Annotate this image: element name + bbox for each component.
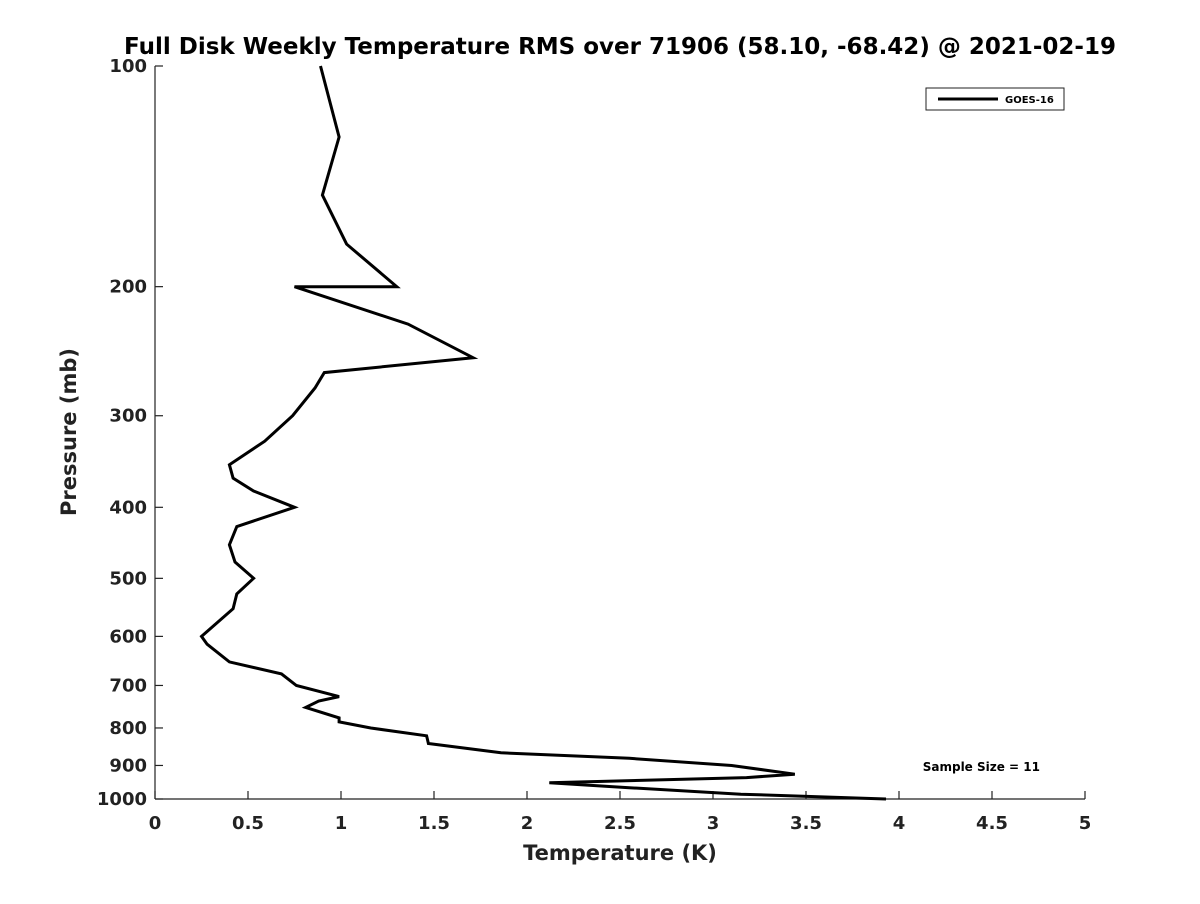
x-axis-label: Temperature (K) bbox=[523, 841, 717, 865]
y-tick-label: 800 bbox=[109, 718, 147, 739]
series-line-goes-16 bbox=[199, 65, 887, 801]
y-axis-label: Pressure (mb) bbox=[57, 348, 81, 516]
chart-title: Full Disk Weekly Temperature RMS over 71… bbox=[124, 34, 1116, 60]
y-tick-label: 100 bbox=[109, 56, 147, 77]
legend: GOES-16 bbox=[925, 87, 1065, 111]
x-tick-label: 3 bbox=[707, 813, 720, 834]
x-tick-label: 2 bbox=[521, 813, 534, 834]
legend-label-goes-16: GOES-16 bbox=[1005, 95, 1054, 106]
x-tick-label: 5 bbox=[1079, 813, 1092, 834]
x-tick-label: 3.5 bbox=[790, 813, 822, 834]
x-tick-label: 2.5 bbox=[604, 813, 636, 834]
y-tick-label: 700 bbox=[109, 675, 147, 696]
y-tick-label: 900 bbox=[109, 755, 147, 776]
y-axis-ticks: 100 200 300 400 500 600 700 800 900 1000 bbox=[97, 56, 163, 810]
x-tick-label: 0 bbox=[149, 813, 162, 834]
y-tick-label: 400 bbox=[109, 497, 147, 518]
x-axis-ticks: 0 0.5 1 1.5 2 2.5 3 3.5 4 4.5 5 bbox=[149, 791, 1092, 834]
y-tick-label: 500 bbox=[109, 568, 147, 589]
x-tick-label: 0.5 bbox=[232, 813, 264, 834]
y-tick-label: 600 bbox=[109, 626, 147, 647]
sample-size-annotation: Sample Size = 11 bbox=[923, 760, 1040, 774]
y-tick-label: 200 bbox=[109, 277, 147, 298]
y-tick-label: 300 bbox=[109, 406, 147, 427]
x-tick-label: 1 bbox=[335, 813, 348, 834]
x-tick-label: 4.5 bbox=[976, 813, 1008, 834]
x-tick-label: 1.5 bbox=[418, 813, 450, 834]
x-tick-label: 4 bbox=[893, 813, 906, 834]
y-tick-label: 1000 bbox=[97, 789, 147, 810]
